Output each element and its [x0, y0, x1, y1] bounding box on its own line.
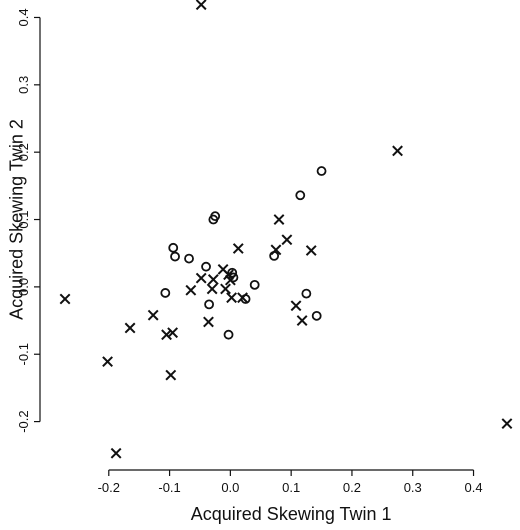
y-tick-label: -0.2 [16, 410, 31, 432]
y-tick-label: 0.2 [16, 143, 31, 161]
cross-point [165, 369, 177, 381]
cross-point [220, 283, 231, 295]
x-tick-label: 0.2 [343, 480, 361, 495]
y-ticks: -0.2 -0.1 0.0 0.1 0.2 0.3 0.4 [16, 8, 40, 433]
cross-point [305, 245, 317, 256]
cross-point [124, 322, 136, 334]
y-tick-label: 0.4 [16, 8, 31, 26]
circle-point [311, 310, 322, 321]
cross-point [167, 327, 179, 339]
x-axis-title: Acquired Skewing Twin 1 [191, 504, 392, 524]
y-axis-title: Acquired Skewing Twin 2 [6, 119, 26, 320]
y-tick-label: 0.1 [16, 210, 31, 228]
x-tick-label: -0.1 [158, 480, 180, 495]
cross-point [203, 316, 214, 328]
cross-point [501, 418, 513, 430]
x-tick-label: 0.3 [404, 480, 422, 495]
circle-point [227, 267, 238, 278]
cross-point [281, 234, 293, 246]
cross-point [232, 243, 244, 254]
cross-point [195, 272, 207, 284]
cross-point [207, 274, 219, 285]
cross-point [102, 356, 113, 368]
axes: -0.2 -0.1 0.0 0.1 0.2 0.3 0.4 -0.2 -0.1 0.0 0.1 0.… [16, 8, 483, 495]
circle-point [208, 214, 219, 225]
cross-point [59, 293, 71, 305]
circle-point [240, 294, 251, 304]
circle-point [204, 299, 214, 310]
circle-point [170, 251, 180, 262]
cross-point [296, 315, 308, 326]
x-ticks: -0.2 -0.1 0.0 0.1 0.2 0.3 0.4 [98, 470, 483, 495]
circle-point [184, 253, 194, 264]
circle-point [316, 166, 327, 176]
x-tick-label: 0.4 [464, 480, 482, 495]
x-tick-label: 0.0 [221, 480, 239, 495]
circle-point [301, 288, 312, 299]
cross-point [195, 0, 207, 11]
cross-point [185, 284, 197, 296]
cross-point [273, 214, 285, 225]
cross-point [392, 145, 403, 157]
cross-point [226, 292, 237, 304]
circle-point [269, 250, 280, 261]
circle-point [249, 279, 260, 290]
y-tick-label: 0.0 [16, 278, 31, 296]
circle-point [223, 329, 234, 340]
cross-point [290, 300, 302, 312]
y-tick-label: -0.1 [16, 343, 31, 365]
circle-point [160, 288, 171, 298]
y-tick-label: 0.3 [16, 76, 31, 94]
data-points [59, 0, 513, 459]
circle-point [201, 261, 211, 272]
circle-point [168, 242, 179, 253]
x-tick-label: 0.1 [282, 480, 300, 495]
circle-point [295, 190, 306, 201]
cross-point [147, 309, 159, 321]
cross-point [110, 447, 122, 459]
cross-point [206, 283, 218, 295]
x-tick-label: -0.2 [98, 480, 120, 495]
circle-point [228, 272, 239, 283]
